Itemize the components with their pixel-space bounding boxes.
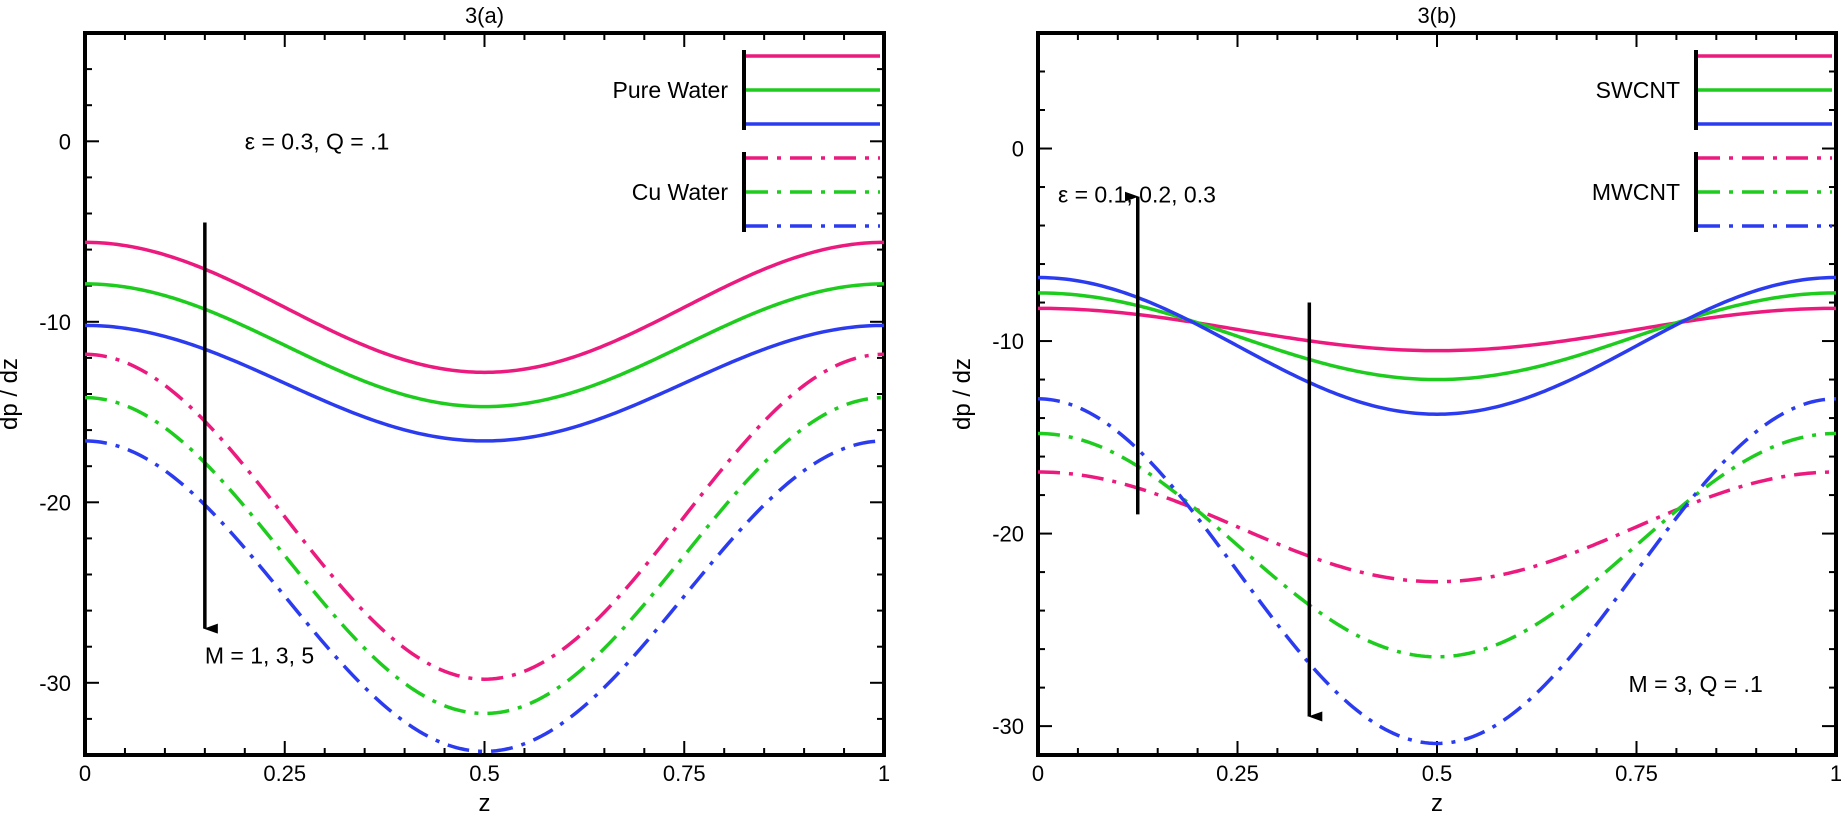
series-line-swcnt-2 [1038,291,1836,382]
annotation-text: M = 1, 3, 5 [205,643,314,669]
series-line-pure-water-2 [85,282,884,409]
x-tick-label: 0.25 [263,761,306,786]
y-tick-label: -20 [992,522,1024,547]
y-tick-label: -10 [992,329,1024,354]
chart-title: 3(a) [465,3,504,28]
series-line-cu-water-2 [85,395,884,716]
legend-label: SWCNT [1596,77,1680,103]
chart-title: 3(b) [1417,3,1456,28]
chart-panel-b: 3(b) 0 0.25 0.5 0.75 1 0 -10 -20 -30 z dp / dz SWCNT… [949,3,1841,817]
y-tick-label: -30 [992,714,1024,739]
series-group [1038,275,1836,746]
series-line-cu-water-1 [85,352,884,681]
annotation-text: ε = 0.3, Q = .1 [245,128,390,154]
x-axis-title: z [479,790,491,817]
x-tick-label: 0 [1032,761,1044,786]
legend-label: Cu Water [632,179,729,205]
y-axis-title: dp / dz [0,358,23,430]
annotation-text: ε = 0.1, 0.2, 0.3 [1058,182,1216,208]
plot-frame [1036,31,1838,757]
legend-label: MWCNT [1592,179,1680,205]
y-tick-label: -20 [39,490,71,515]
x-tick-label: 1 [1830,761,1841,786]
x-tick-label: 0 [79,761,91,786]
annotation-text: M = 3, Q = .1 [1629,671,1763,697]
x-tick-label: 0.5 [469,761,500,786]
legend-label: Pure Water [613,77,729,103]
series-line-swcnt-1 [1038,306,1836,353]
series-line-pure-water-1 [85,240,884,375]
series-line-mwcnt-3 [1038,397,1836,746]
y-tick-label: -30 [39,671,71,696]
y-axis-title: dp / dz [949,358,976,430]
x-tick-label: 0.5 [1422,761,1453,786]
x-tick-label: 0.75 [663,761,706,786]
chart-panel-a: 3(a) 0 0.25 0.5 0.75 1 0 -10 -20 -30 z dp / dz Pure … [0,3,890,817]
x-tick-label: 0.75 [1615,761,1658,786]
y-tick-label: -10 [39,310,71,335]
series-line-pure-water-3 [85,323,884,443]
x-axis-title: z [1431,790,1443,817]
x-tick-label: 0.25 [1216,761,1259,786]
y-tick-label: 0 [59,129,71,154]
y-tick-label: 0 [1012,137,1024,162]
series-group [85,240,884,754]
series-line-swcnt-3 [1038,275,1836,416]
x-tick-label: 1 [878,761,890,786]
series-line-cu-water-3 [85,439,884,754]
series-line-mwcnt-1 [1038,470,1836,584]
series-line-mwcnt-2 [1038,431,1836,659]
